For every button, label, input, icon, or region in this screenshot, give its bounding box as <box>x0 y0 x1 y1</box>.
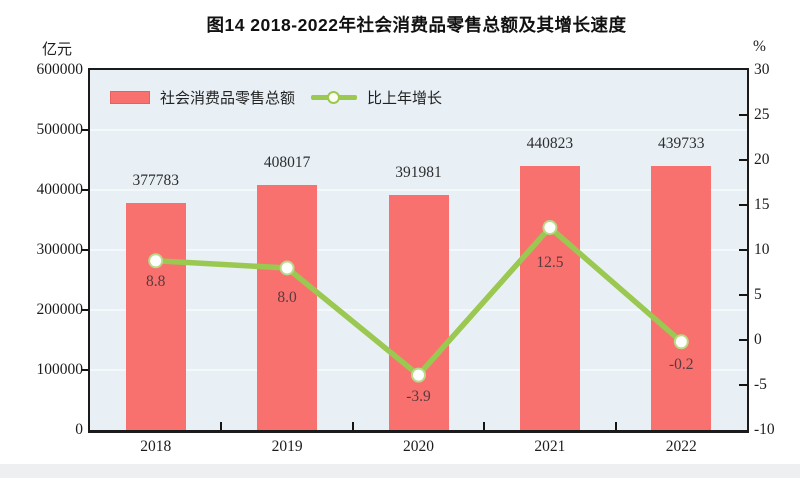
x-axis-tick-label: 2020 <box>403 438 434 455</box>
bar <box>257 185 318 430</box>
left-axis-tick-label: 200000 <box>36 301 84 318</box>
right-axis-tick-label: 15 <box>754 196 770 213</box>
bar-value-label: 440823 <box>526 134 574 152</box>
left-axis-tick-label: 300000 <box>36 241 84 258</box>
right-axis-tick-label: 30 <box>754 61 770 78</box>
right-axis-tick-label: 25 <box>754 106 770 123</box>
legend: 社会消费品零售总额 比上年增长 <box>110 87 442 108</box>
left-axis-tick <box>81 129 88 131</box>
right-axis-tick <box>739 159 747 161</box>
grid-line <box>90 129 747 131</box>
left-axis-tick-label: 100000 <box>36 361 84 378</box>
right-axis-tick-label: -5 <box>754 376 767 393</box>
bar <box>651 166 712 430</box>
line-point-value-label: 8.0 <box>277 289 297 306</box>
bar <box>125 203 186 430</box>
bar-value-label: 408017 <box>263 154 311 172</box>
left-axis-tick <box>81 369 88 371</box>
x-axis-boundary-tick <box>220 422 223 430</box>
chart-title: 图14 2018-2022年社会消费品零售总额及其增长速度 <box>206 15 627 35</box>
line-point-value-label: 12.5 <box>536 253 564 271</box>
legend-line-swatch <box>311 91 358 104</box>
line-point-value-label: 8.8 <box>146 272 166 290</box>
x-axis-tick-label: 2019 <box>271 438 303 455</box>
right-axis-unit: % <box>753 38 766 55</box>
bar-value-label: 391981 <box>395 163 442 181</box>
grid-line <box>90 189 747 191</box>
plot-area: 社会消费品零售总额 比上年增长 377783 408017 391981 440823… <box>88 68 749 433</box>
right-axis-tick-label: 5 <box>754 286 762 303</box>
legend-circle-marker-icon <box>327 91 341 104</box>
legend-bar-label: 社会消费品零售总额 <box>160 90 296 107</box>
line-point-value-label: -0.2 <box>669 355 694 373</box>
left-axis-tick <box>81 309 88 311</box>
left-axis-tick-label: 0 <box>75 421 83 438</box>
right-axis-tick-label: 20 <box>754 151 770 168</box>
x-axis-tick-label: 2018 <box>140 438 172 455</box>
x-axis-tick-label: 2021 <box>534 438 566 455</box>
left-axis-tick <box>81 189 88 191</box>
right-axis-tick <box>739 294 747 296</box>
right-axis-tick <box>739 249 747 251</box>
x-axis-boundary-tick <box>351 422 354 430</box>
x-axis-boundary-tick <box>614 422 617 430</box>
right-axis-tick <box>739 339 747 341</box>
right-axis-tick-label: 10 <box>754 241 770 258</box>
bar <box>519 165 580 430</box>
legend-bar-swatch <box>110 91 150 104</box>
left-axis-tick-label: 500000 <box>36 121 84 138</box>
page-footer-strip <box>0 464 800 478</box>
left-axis-tick-label: 400000 <box>36 181 84 198</box>
bar-value-label: 377783 <box>132 172 179 190</box>
legend-line-label: 比上年增长 <box>367 90 443 107</box>
x-axis-tick-label: 2022 <box>665 438 697 455</box>
right-axis-tick-label: -10 <box>754 421 775 438</box>
bar-value-label: 439733 <box>658 135 705 153</box>
right-axis-tick <box>739 384 747 386</box>
left-axis-tick <box>81 249 88 251</box>
x-axis-boundary-tick <box>483 422 486 430</box>
right-axis-tick <box>739 114 747 116</box>
left-axis-unit: 亿元 <box>41 41 72 58</box>
right-axis-tick <box>739 204 747 206</box>
left-axis-tick-label: 600000 <box>36 61 84 78</box>
right-axis-tick-label: 0 <box>754 331 762 348</box>
line-point-value-label: -3.9 <box>406 388 431 406</box>
